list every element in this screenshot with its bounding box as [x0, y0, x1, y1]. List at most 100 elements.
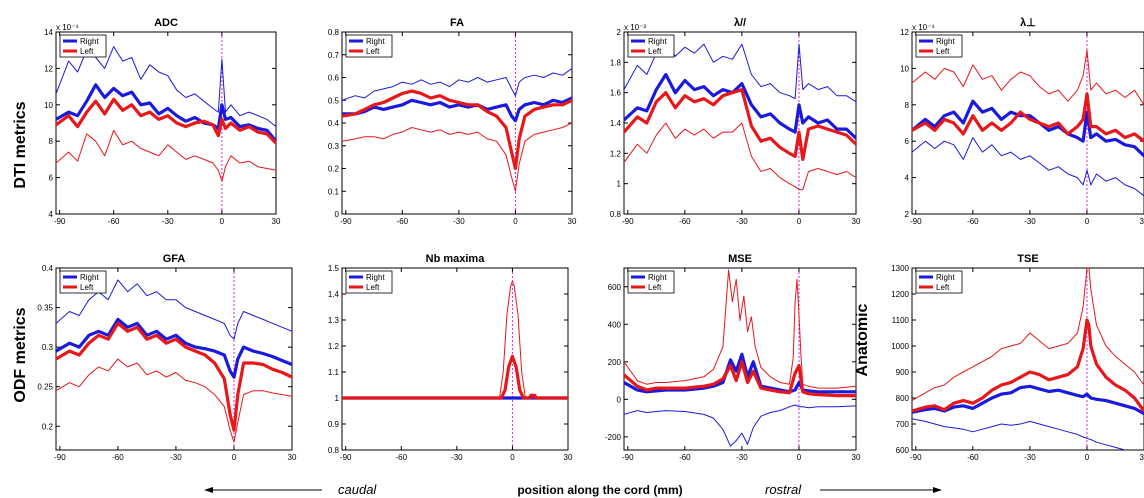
legend-label-left: Left — [936, 47, 950, 56]
series-line-left-band — [56, 129, 276, 182]
x-tick-label: -30 — [451, 453, 463, 462]
series-line-left-mean — [624, 360, 856, 398]
y-tick-label: 1.5 — [328, 264, 340, 273]
y-tick-label: 14 — [44, 28, 53, 37]
series-line-left-mean — [912, 318, 1144, 413]
x-tick-label: -30 — [170, 453, 182, 462]
side-label-anatomic: Anatomic — [854, 303, 871, 376]
x-tick-label: -60 — [112, 453, 124, 462]
chart-title: λ// — [734, 17, 746, 29]
caudal-arrow-head — [204, 487, 213, 493]
series-group — [912, 49, 1144, 197]
series-line-left-band — [624, 269, 856, 389]
y-tick-label: 6 — [49, 174, 54, 183]
y-tick-label: 4 — [905, 174, 910, 183]
y-tick-label: 12 — [44, 64, 53, 73]
x-tick-label: 0 — [513, 217, 518, 226]
series-line-left-mean — [56, 97, 276, 145]
series-line-left-mean — [342, 354, 568, 400]
axis-exponent: x 10⁻³ — [624, 23, 646, 32]
x-tick-label: -90 — [910, 453, 922, 462]
x-tick-label: -60 — [108, 217, 120, 226]
legend-label-left: Left — [366, 283, 380, 292]
x-tick-label: -30 — [1024, 217, 1036, 226]
chart-panel-5: -90 -60 -30 0 30 0.2 0.25 0.3 0.35 0.4 GFA RightLef… — [37, 253, 297, 462]
x-tick-label: -90 — [54, 453, 66, 462]
y-tick-label: 1 — [335, 394, 340, 403]
y-tick-label: 0.7 — [328, 51, 340, 60]
legend-label-right: Right — [648, 37, 667, 46]
y-tick-label: 600 — [608, 283, 622, 292]
y-tick-label: 10 — [900, 64, 909, 73]
series-line-left-mean — [342, 89, 572, 171]
legend-label-right: Right — [936, 37, 955, 46]
legend-label-right: Right — [648, 273, 667, 282]
series-line-right-mean — [912, 384, 1144, 416]
x-tick-label: -90 — [340, 453, 352, 462]
legend-label-right: Right — [936, 273, 955, 282]
x-tick-label: -60 — [395, 453, 407, 462]
y-tick-label: 1.6 — [610, 89, 622, 98]
axes-frame — [911, 31, 1144, 215]
rostral-label: rostral — [765, 482, 802, 497]
y-tick-label: 600 — [896, 446, 910, 455]
series-line-right-band — [912, 418, 1127, 450]
axes-frame — [55, 267, 293, 451]
chart-panel-8: -90 -60 -30 0 30 600 700 800 900 1000 1100 1200 1300… — [891, 253, 1144, 462]
x-tick-label: -30 — [162, 217, 174, 226]
legend-label-left: Left — [936, 283, 950, 292]
y-tick-label: 0.4 — [42, 264, 54, 273]
legend-label-left: Left — [648, 47, 662, 56]
x-tick-label: -60 — [967, 217, 979, 226]
legend-label-right: Right — [366, 273, 385, 282]
x-tick-label: -90 — [54, 217, 66, 226]
y-tick-label: 1000 — [891, 342, 909, 351]
y-tick-label: 0.3 — [42, 343, 54, 352]
y-tick-label: 0.9 — [328, 420, 340, 429]
axes-frame — [55, 31, 277, 215]
series-line-right-band — [56, 46, 276, 128]
series-group — [624, 269, 856, 447]
y-tick-label: 8 — [49, 137, 54, 146]
y-tick-label: 1.2 — [610, 149, 622, 158]
series-line-left-mean — [624, 87, 856, 161]
series-line-left-band — [912, 268, 1144, 402]
chart-title: MSE — [728, 253, 752, 265]
x-tick-label: 0 — [220, 217, 225, 226]
y-tick-label: 800 — [896, 394, 910, 403]
series-group — [912, 268, 1144, 450]
y-tick-label: 1.8 — [610, 58, 622, 67]
y-tick-label: 1.1 — [328, 368, 340, 377]
chart-title: TSE — [1017, 253, 1038, 265]
chart-title: GFA — [163, 253, 186, 265]
y-tick-label: 10 — [44, 101, 53, 110]
x-tick-label: 30 — [1140, 453, 1144, 462]
y-tick-label: 0.1 — [328, 187, 340, 196]
series-line-left-band — [56, 358, 292, 443]
series-line-right-mean — [624, 72, 856, 140]
x-tick-label: 30 — [1140, 217, 1144, 226]
y-tick-label: 0.6 — [328, 74, 340, 83]
x-tick-label: -90 — [910, 217, 922, 226]
y-tick-label: 0 — [335, 210, 340, 219]
y-tick-label: 6 — [905, 137, 910, 146]
y-tick-label: 4 — [49, 210, 54, 219]
axes-frame — [341, 31, 573, 215]
y-tick-label: 0.3 — [328, 142, 340, 151]
x-tick-label: 30 — [852, 453, 861, 462]
y-tick-label: 900 — [896, 368, 910, 377]
y-tick-label: 1.2 — [328, 342, 340, 351]
x-tick-label: 30 — [852, 217, 861, 226]
series-line-right-mean — [342, 96, 572, 123]
y-tick-label: 1100 — [892, 316, 910, 325]
axis-exponent: x 10⁻⁴ — [56, 23, 79, 32]
series-line-left-mean — [56, 321, 292, 432]
series-line-right-band — [624, 404, 856, 447]
y-tick-label: 400 — [608, 320, 622, 329]
x-tick-label: -60 — [679, 453, 691, 462]
y-tick-label: 0.5 — [328, 96, 340, 105]
y-tick-label: 0.25 — [37, 383, 53, 392]
